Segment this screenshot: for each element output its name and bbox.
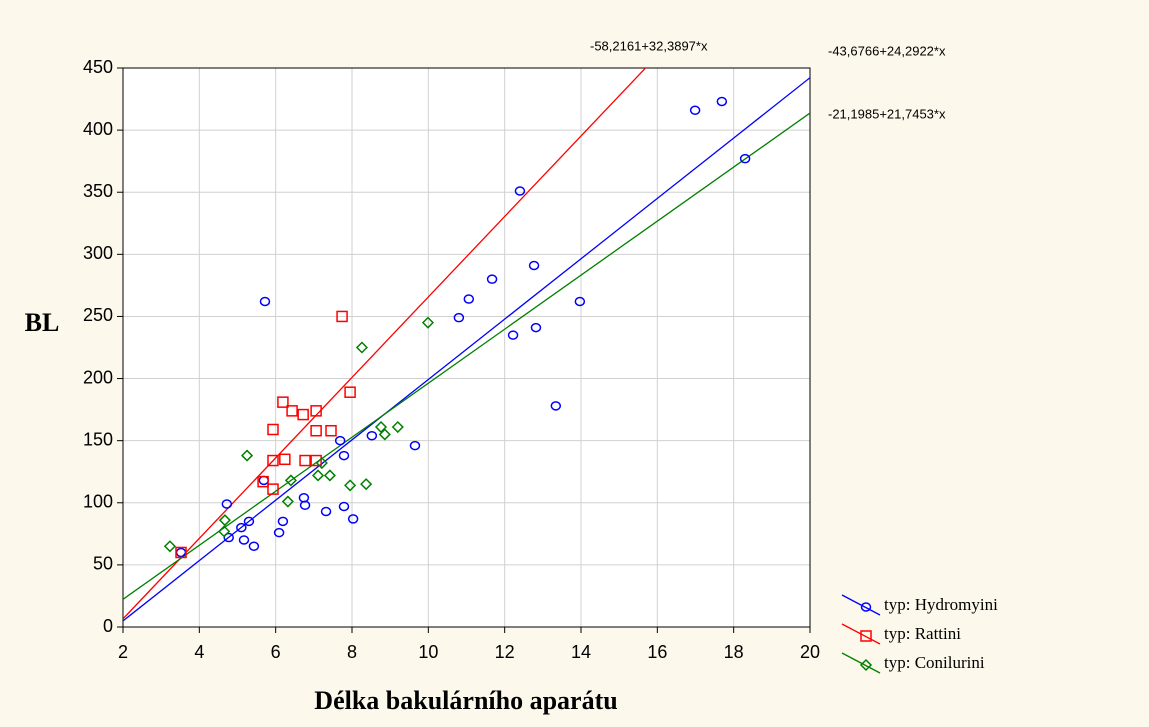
point	[374, 420, 388, 434]
point	[240, 449, 254, 462]
point	[325, 424, 337, 437]
point	[279, 453, 291, 466]
point	[347, 514, 359, 524]
y-tick-label: 100	[83, 492, 113, 512]
fit-line	[123, 68, 647, 620]
point	[355, 341, 368, 354]
x-tick-label: 12	[495, 642, 515, 662]
legend-line	[841, 594, 881, 616]
point	[320, 506, 332, 517]
point	[338, 450, 350, 461]
y-tick-label: 400	[83, 119, 113, 139]
point	[338, 501, 350, 512]
point	[486, 274, 498, 284]
point	[315, 456, 328, 470]
point	[284, 474, 297, 487]
x-tick-label: 8	[347, 642, 357, 662]
point	[259, 296, 271, 307]
point	[360, 478, 373, 491]
x-tick-label: 10	[418, 642, 438, 662]
point	[366, 430, 378, 441]
point	[267, 454, 279, 467]
point	[344, 479, 357, 492]
point	[277, 396, 289, 408]
y-tick-label: 350	[83, 181, 113, 201]
point	[243, 516, 255, 527]
plot-border	[122, 67, 811, 628]
legend-label: typ: Hydromyini	[884, 595, 998, 614]
y-tick-label: 300	[83, 243, 113, 263]
point	[716, 96, 728, 107]
x-tick-label: 20	[800, 642, 820, 662]
equation-label: -58,2161+32,3897*x	[590, 38, 708, 53]
point	[273, 527, 285, 538]
point	[310, 405, 322, 417]
point	[514, 186, 526, 196]
point	[463, 294, 475, 304]
legend-marker	[859, 658, 873, 672]
y-tick-label: 0	[103, 616, 113, 636]
y-tick-label: 200	[83, 367, 113, 387]
point	[323, 469, 336, 482]
y-tick-label: 50	[93, 554, 113, 574]
x-tick-label: 18	[724, 642, 744, 662]
legend-label: typ: Rattini	[884, 624, 961, 643]
point	[257, 475, 269, 488]
point	[163, 540, 177, 553]
x-tick-label: 4	[194, 642, 204, 662]
plot-area	[123, 68, 810, 627]
point	[409, 440, 421, 451]
point	[277, 516, 289, 527]
equation-label: -43,6766+24,2922*x	[828, 43, 946, 58]
y-tick-label: 250	[83, 305, 113, 325]
point	[530, 322, 542, 333]
point	[344, 386, 356, 398]
point	[391, 420, 404, 434]
legend-line	[841, 652, 881, 674]
point	[311, 469, 325, 482]
point	[299, 500, 311, 511]
point	[336, 310, 348, 323]
point	[421, 316, 435, 329]
point	[236, 522, 247, 533]
point	[689, 105, 701, 115]
point	[739, 153, 751, 164]
legend-label: typ: Conilurini	[884, 653, 985, 672]
point	[574, 296, 586, 307]
point	[175, 546, 187, 559]
point	[281, 495, 294, 508]
point	[218, 525, 231, 538]
x-tick-label: 6	[271, 642, 281, 662]
y-tick-label: 450	[83, 57, 113, 77]
y-axis-label: BL	[25, 308, 60, 337]
point	[528, 260, 540, 271]
point	[223, 532, 234, 543]
legend-marker	[860, 630, 872, 642]
point	[299, 454, 311, 467]
point	[248, 541, 260, 552]
point	[238, 535, 250, 545]
x-tick-label: 2	[118, 642, 128, 662]
point	[286, 405, 298, 417]
point	[550, 401, 562, 411]
equation-label: -21,1985+21,7453*x	[828, 106, 946, 121]
point	[267, 423, 279, 436]
y-tick-label: 150	[83, 429, 113, 449]
point	[507, 330, 519, 340]
point	[453, 312, 465, 323]
x-tick-label: 14	[571, 642, 591, 662]
point	[221, 499, 233, 509]
point	[334, 435, 346, 446]
point	[267, 483, 279, 495]
point	[297, 408, 309, 421]
point	[310, 424, 322, 437]
point	[310, 454, 322, 467]
point	[218, 514, 231, 527]
x-axis-label: Délka bakulárního aparátu	[314, 686, 617, 715]
point	[378, 428, 391, 441]
fit-line	[123, 112, 810, 600]
legend-marker	[860, 602, 872, 612]
x-tick-label: 16	[647, 642, 667, 662]
